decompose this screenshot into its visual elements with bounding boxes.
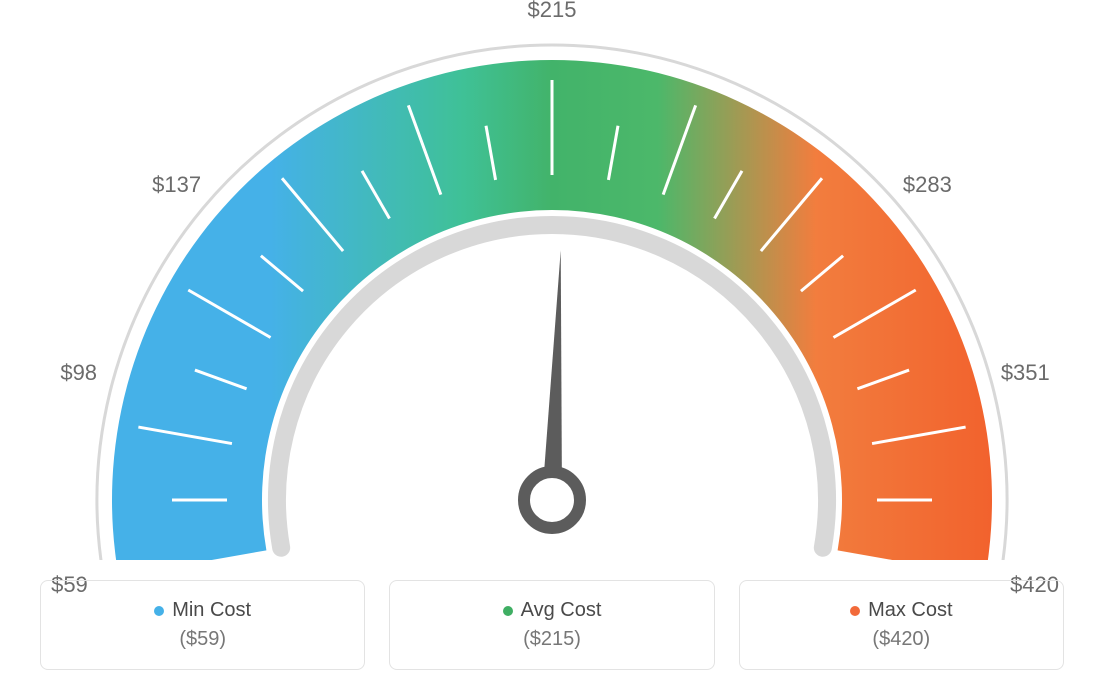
- gauge-label: $283: [903, 172, 952, 198]
- legend-dot-min: [154, 606, 164, 616]
- legend-card-max: Max Cost ($420): [739, 580, 1064, 670]
- gauge-chart: $59$98$137$215$283$351$420: [0, 0, 1104, 560]
- legend-label-max: Max Cost: [868, 599, 952, 622]
- legend-title-avg: Avg Cost: [503, 599, 602, 622]
- legend-dot-avg: [503, 606, 513, 616]
- legend-value-max: ($420): [872, 628, 930, 651]
- legend-title-min: Min Cost: [154, 599, 251, 622]
- legend-value-avg: ($215): [523, 628, 581, 651]
- legend-row: Min Cost ($59) Avg Cost ($215) Max Cost …: [0, 580, 1104, 670]
- legend-card-min: Min Cost ($59): [40, 580, 365, 670]
- gauge-label: $215: [528, 0, 577, 23]
- legend-value-min: ($59): [179, 628, 226, 651]
- legend-label-min: Min Cost: [172, 599, 251, 622]
- gauge-label: $98: [60, 360, 97, 386]
- gauge-svg: [0, 0, 1104, 560]
- gauge-label: $137: [152, 172, 201, 198]
- legend-card-avg: Avg Cost ($215): [389, 580, 714, 670]
- legend-dot-max: [850, 606, 860, 616]
- legend-title-max: Max Cost: [850, 599, 952, 622]
- legend-label-avg: Avg Cost: [521, 599, 602, 622]
- cost-gauge-container: $59$98$137$215$283$351$420 Min Cost ($59…: [0, 0, 1104, 690]
- gauge-label: $351: [1001, 360, 1050, 386]
